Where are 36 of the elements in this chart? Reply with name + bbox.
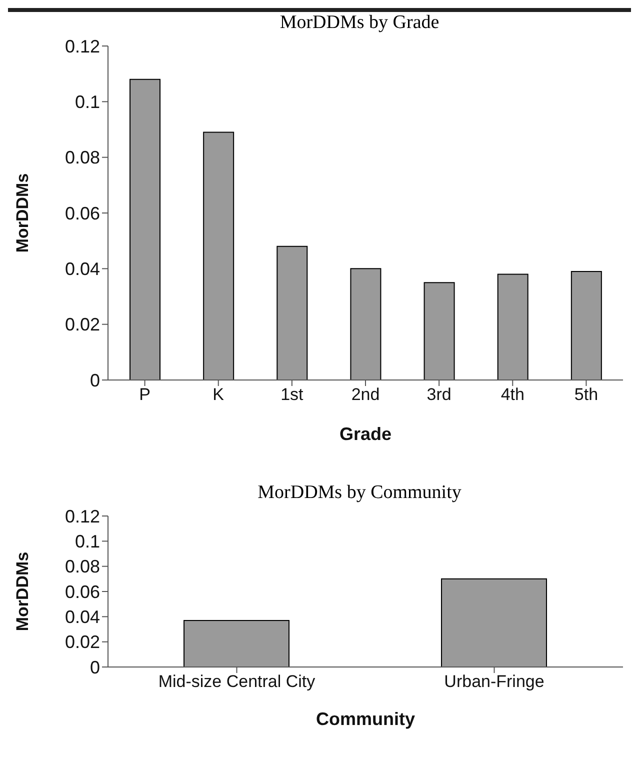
y-tick-label: 0.12 bbox=[64, 506, 100, 526]
x-tick-label: 3rd bbox=[426, 385, 452, 404]
y-tick-label: 0 bbox=[90, 370, 100, 390]
y-tick-label: 0.04 bbox=[64, 607, 100, 628]
x-axis-title: Community bbox=[316, 709, 415, 729]
y-tick-label: 0.12 bbox=[64, 36, 100, 56]
y-tick-label: 0.02 bbox=[64, 314, 100, 335]
x-axis-title: Grade bbox=[339, 424, 392, 444]
y-tick-label: 0.02 bbox=[64, 632, 100, 652]
x-tick-label: Urban-Fringe bbox=[444, 672, 544, 692]
x-tick-label: K bbox=[212, 385, 225, 404]
chart-title: MorDDMs by Grade bbox=[278, 12, 440, 35]
bar bbox=[497, 274, 528, 380]
bar bbox=[424, 282, 455, 380]
chart-title: MorDDMs by Community bbox=[256, 482, 462, 505]
x-tick-label: Mid-size Central City bbox=[158, 672, 316, 692]
bar bbox=[570, 270, 602, 380]
x-tick-label: 4th bbox=[500, 385, 524, 404]
y-axis-title: MorDDMs bbox=[13, 173, 32, 253]
bar bbox=[130, 78, 160, 380]
y-tick-label: 0.08 bbox=[64, 148, 100, 168]
y-tick-label: 0.04 bbox=[64, 259, 100, 280]
x-tick-label: 1st bbox=[280, 385, 304, 404]
y-tick-label: 0 bbox=[90, 657, 100, 678]
bar bbox=[203, 132, 234, 380]
x-tick-label: P bbox=[139, 385, 150, 404]
y-tick-label: 0.1 bbox=[74, 92, 100, 112]
x-tick-label: 2nd bbox=[351, 385, 380, 404]
y-tick-label: 0.06 bbox=[64, 582, 100, 602]
y-axis-title: MorDDMs bbox=[13, 552, 32, 632]
x-tick-label: 5th bbox=[574, 385, 598, 404]
bar bbox=[276, 246, 308, 380]
y-tick-label: 0.08 bbox=[64, 556, 100, 577]
bar bbox=[350, 268, 382, 380]
y-tick-label: 0.06 bbox=[64, 203, 100, 224]
y-tick-label: 0.1 bbox=[74, 532, 100, 552]
